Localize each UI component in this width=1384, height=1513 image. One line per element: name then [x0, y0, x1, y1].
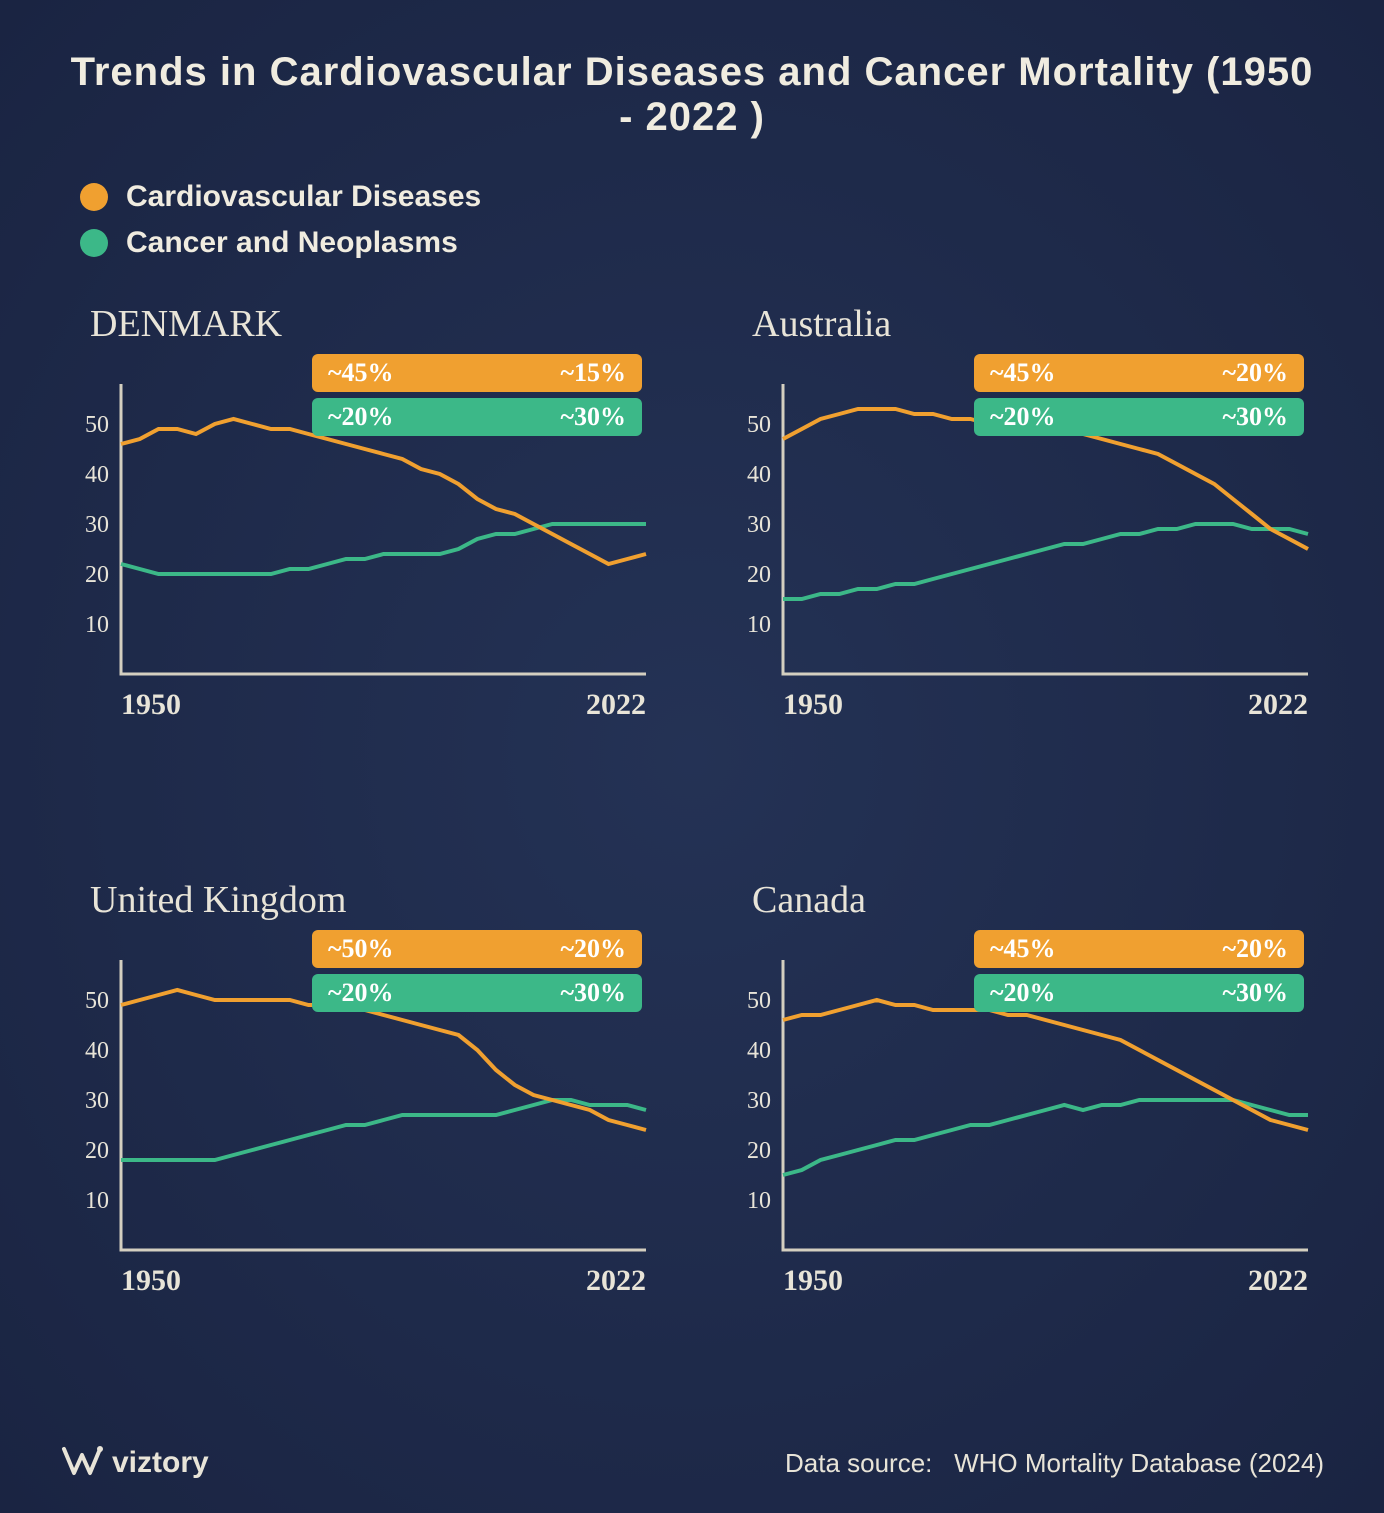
data-source: Data source: WHO Mortality Database (202…: [785, 1448, 1324, 1479]
badge-cvd-end: ~20%: [1222, 934, 1288, 964]
svg-text:20: 20: [747, 1138, 771, 1164]
svg-text:40: 40: [85, 1038, 109, 1064]
legend-label-cvd: Cardiovascular Diseases: [126, 180, 481, 214]
badges: ~45% ~20% ~20% ~30%: [974, 930, 1304, 1018]
svg-text:30: 30: [85, 1088, 109, 1114]
badge-cancer-end: ~30%: [560, 978, 626, 1008]
logo-icon: [60, 1443, 104, 1483]
badge-cvd: ~45% ~20%: [974, 930, 1304, 968]
chart-title: Australia: [752, 302, 1324, 346]
svg-text:30: 30: [747, 512, 771, 538]
badge-cvd: ~45% ~15%: [312, 354, 642, 392]
badge-cvd-start: ~50%: [328, 934, 394, 964]
svg-text:30: 30: [85, 512, 109, 538]
source-label: Data source:: [785, 1448, 932, 1478]
chart-title: Canada: [752, 878, 1324, 922]
svg-text:1950: 1950: [121, 1264, 181, 1297]
svg-text:1950: 1950: [783, 1264, 843, 1297]
source-value: WHO Mortality Database (2024): [954, 1448, 1324, 1478]
legend-item-cvd: Cardiovascular Diseases: [80, 180, 1324, 214]
badges: ~45% ~20% ~20% ~30%: [974, 354, 1304, 442]
svg-text:10: 10: [747, 612, 771, 638]
badge-cancer-end: ~30%: [1222, 978, 1288, 1008]
badge-cancer: ~20% ~30%: [312, 398, 642, 436]
badge-cancer: ~20% ~30%: [312, 974, 642, 1012]
badge-cancer-start: ~20%: [990, 402, 1056, 432]
svg-text:2022: 2022: [586, 688, 646, 721]
charts-grid: DENMARK ~45% ~15% ~20% ~30% 10 20 30 40 50 19…: [60, 302, 1324, 1413]
chart-panel-canada: Canada ~45% ~20% ~20% ~30% 10 20 30 40 50 195…: [722, 878, 1324, 1414]
logo-text: viztory: [112, 1446, 209, 1480]
footer: viztory Data source: WHO Mortality Datab…: [60, 1443, 1324, 1483]
legend: Cardiovascular Diseases Cancer and Neopl…: [80, 180, 1324, 272]
svg-text:40: 40: [85, 462, 109, 488]
badge-cancer: ~20% ~30%: [974, 398, 1304, 436]
line-cancer: [121, 1100, 646, 1160]
svg-text:20: 20: [85, 1138, 109, 1164]
legend-dot-cancer: [80, 229, 108, 257]
badge-cancer-start: ~20%: [328, 402, 394, 432]
svg-text:2022: 2022: [1248, 1264, 1308, 1297]
svg-text:50: 50: [747, 988, 771, 1014]
chart-panel-australia: Australia ~45% ~20% ~20% ~30% 10 20 30 40 50…: [722, 302, 1324, 838]
svg-text:30: 30: [747, 1088, 771, 1114]
badge-cvd-start: ~45%: [990, 934, 1056, 964]
svg-text:50: 50: [747, 412, 771, 438]
badge-cancer-start: ~20%: [328, 978, 394, 1008]
badge-cancer: ~20% ~30%: [974, 974, 1304, 1012]
svg-text:20: 20: [85, 562, 109, 588]
page-title: Trends in Cardiovascular Diseases and Ca…: [60, 50, 1324, 140]
svg-text:40: 40: [747, 1038, 771, 1064]
line-cancer: [783, 524, 1308, 599]
svg-text:20: 20: [747, 562, 771, 588]
badge-cvd-end: ~15%: [560, 358, 626, 388]
badge-cancer-end: ~30%: [560, 402, 626, 432]
svg-text:10: 10: [747, 1188, 771, 1214]
badge-cvd-end: ~20%: [1222, 358, 1288, 388]
badges: ~45% ~15% ~20% ~30%: [312, 354, 642, 442]
svg-text:1950: 1950: [783, 688, 843, 721]
legend-dot-cvd: [80, 183, 108, 211]
svg-text:10: 10: [85, 1188, 109, 1214]
logo: viztory: [60, 1443, 209, 1483]
svg-text:2022: 2022: [586, 1264, 646, 1297]
badge-cvd: ~50% ~20%: [312, 930, 642, 968]
badges: ~50% ~20% ~20% ~30%: [312, 930, 642, 1018]
svg-text:1950: 1950: [121, 688, 181, 721]
legend-item-cancer: Cancer and Neoplasms: [80, 226, 1324, 260]
line-cancer: [783, 1100, 1308, 1175]
badge-cancer-end: ~30%: [1222, 402, 1288, 432]
chart-panel-denmark: DENMARK ~45% ~15% ~20% ~30% 10 20 30 40 50 19…: [60, 302, 662, 838]
badge-cancer-start: ~20%: [990, 978, 1056, 1008]
chart-title: DENMARK: [90, 302, 662, 346]
chart-panel-uk: United Kingdom ~50% ~20% ~20% ~30% 10 20 3…: [60, 878, 662, 1414]
badge-cvd-end: ~20%: [560, 934, 626, 964]
badge-cvd: ~45% ~20%: [974, 354, 1304, 392]
svg-text:50: 50: [85, 412, 109, 438]
legend-label-cancer: Cancer and Neoplasms: [126, 226, 458, 260]
svg-text:50: 50: [85, 988, 109, 1014]
badge-cvd-start: ~45%: [328, 358, 394, 388]
svg-text:40: 40: [747, 462, 771, 488]
badge-cvd-start: ~45%: [990, 358, 1056, 388]
line-cancer: [121, 524, 646, 574]
svg-text:2022: 2022: [1248, 688, 1308, 721]
chart-title: United Kingdom: [90, 878, 662, 922]
svg-text:10: 10: [85, 612, 109, 638]
